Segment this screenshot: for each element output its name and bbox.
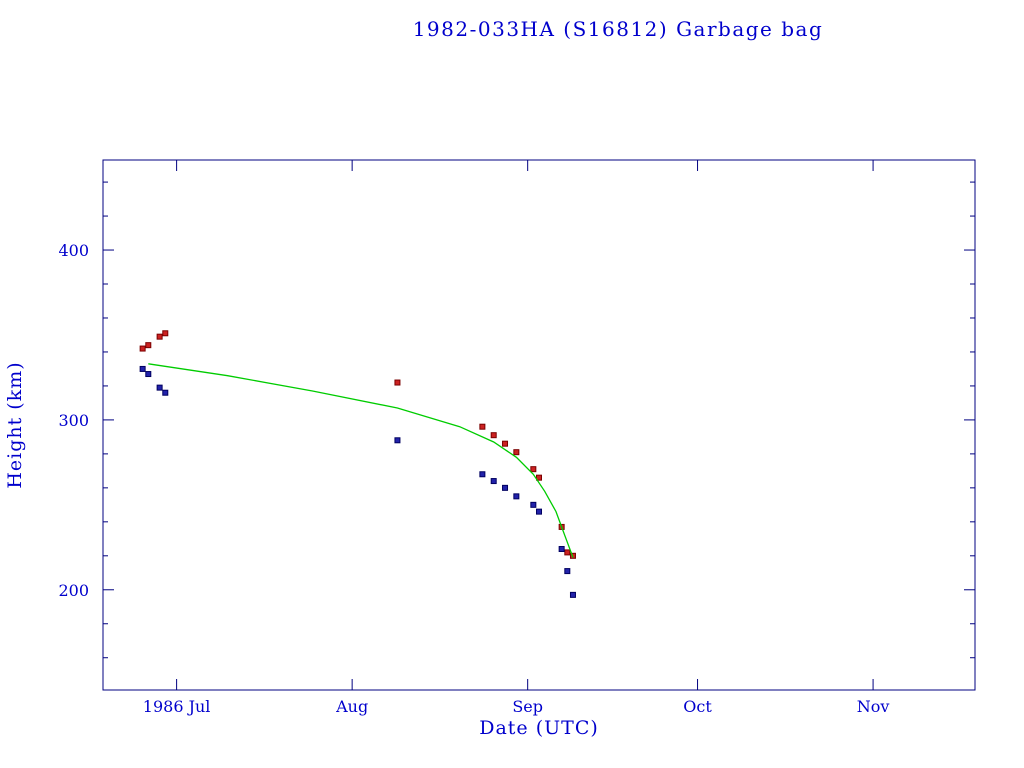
plot-frame xyxy=(102,159,976,691)
data-point-perigee xyxy=(564,568,571,575)
data-point-perigee xyxy=(558,546,565,553)
data-point-perigee xyxy=(145,371,152,378)
y-tick-label: 200 xyxy=(58,581,89,600)
data-point-apogee xyxy=(530,466,537,473)
data-point-apogee xyxy=(139,345,146,352)
y-tick-label: 300 xyxy=(58,411,89,430)
data-point-perigee xyxy=(530,501,537,508)
data-point-apogee xyxy=(536,474,542,481)
x-tick-label: Aug xyxy=(335,697,368,716)
data-point-apogee xyxy=(479,423,486,430)
data-point-apogee xyxy=(513,449,520,456)
data-point-perigee xyxy=(490,478,497,485)
data-point-apogee xyxy=(145,342,152,349)
data-point-apogee xyxy=(502,440,509,447)
data-point-apogee xyxy=(156,333,163,340)
data-point-apogee xyxy=(162,330,169,337)
data-point-perigee xyxy=(394,437,401,444)
x-tick-label: Sep xyxy=(512,697,543,716)
data-point-apogee xyxy=(564,549,571,556)
data-point-perigee xyxy=(536,508,542,515)
chart-title: 1982-033HA (S16812) Garbage bag xyxy=(412,17,824,41)
x-tick-label: Nov xyxy=(857,697,890,716)
data-point-apogee xyxy=(490,432,497,439)
trend-line xyxy=(148,363,574,558)
x-axis-label: Date (UTC) xyxy=(479,717,599,739)
x-tick-label: 1986 Jul xyxy=(143,697,211,716)
data-point-perigee xyxy=(513,493,520,500)
data-point-perigee xyxy=(502,484,509,491)
data-point-perigee xyxy=(569,591,576,598)
x-tick-label: Oct xyxy=(683,697,712,716)
y-tick-label: 400 xyxy=(58,241,89,260)
data-point-perigee xyxy=(156,384,163,391)
data-point-perigee xyxy=(479,471,486,478)
data-point-apogee xyxy=(394,379,401,386)
data-point-perigee xyxy=(162,389,169,396)
data-point-perigee xyxy=(139,365,146,372)
